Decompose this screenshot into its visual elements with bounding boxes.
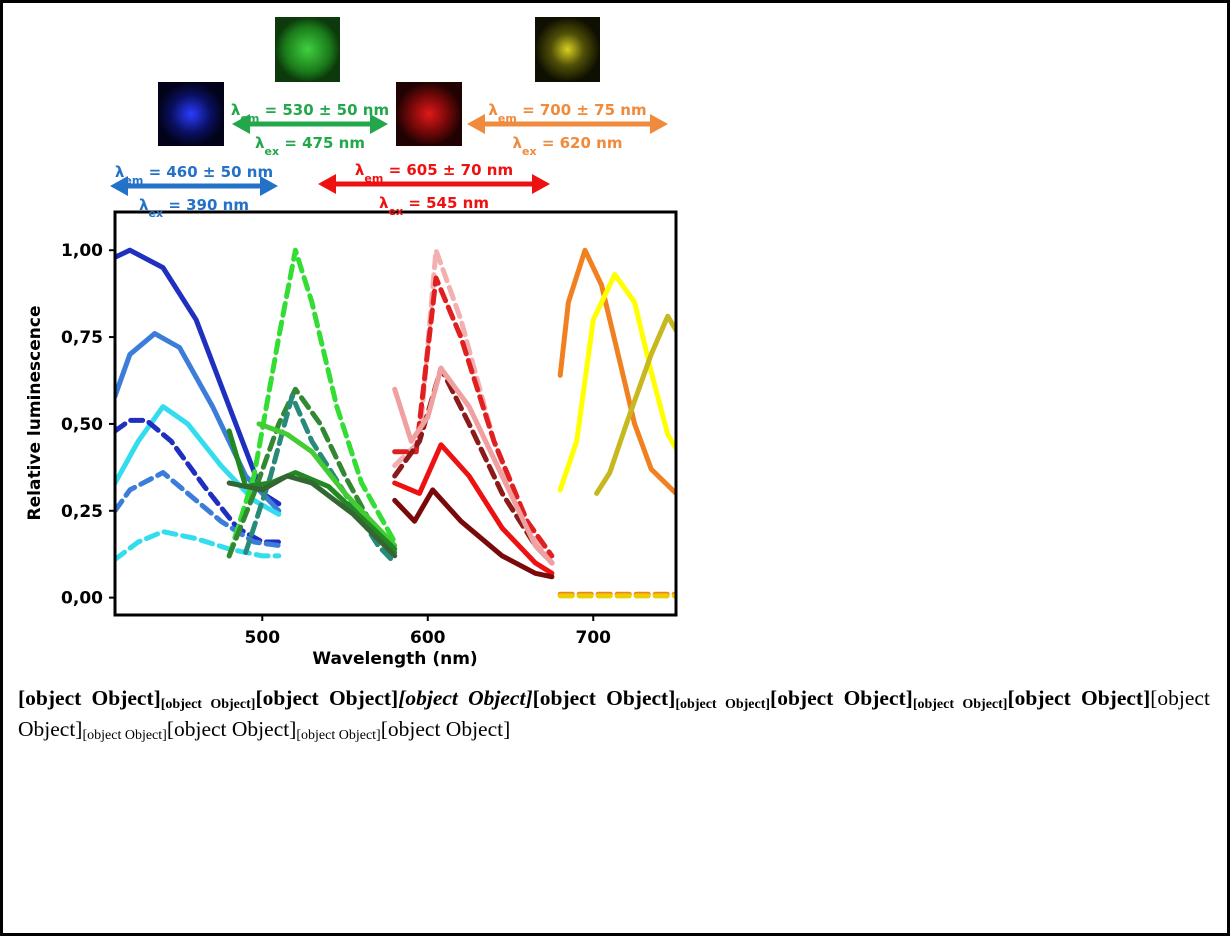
annotation-label: λem = 605 ± 70 nm [355,161,513,185]
annotation-label: λem = 530 ± 50 nm [231,101,389,125]
y-tick-label: 0,25 [61,502,103,522]
series-line [392,365,555,566]
series-line [115,404,282,517]
annotation-part: em [498,112,517,125]
x-tick-label: 500 [245,628,281,648]
annotation-part: λ [488,101,498,119]
annotation-part: λ [231,101,241,119]
y-tick-label: 0,00 [61,589,103,609]
arrow-head [232,114,250,134]
series-line [226,473,398,559]
series-line [115,417,282,545]
series-line [392,275,555,559]
series-line [392,487,555,580]
annotation-part: ex [522,145,537,158]
series-line [226,247,398,559]
series-line [392,442,555,576]
y-tick-label: 1,00 [61,241,103,261]
x-tick-label: 600 [410,628,446,648]
series-line [557,272,676,493]
series-line [594,313,676,496]
annotation-label: λex = 620 nm [513,134,623,158]
annotation-part: λ [379,194,389,212]
annotation-label: λem = 700 ± 75 nm [488,101,646,125]
caption-run: [object Object] [1007,686,1151,710]
y-axis-label: Relative luminescence [25,306,45,521]
caption-run: [object Object] [532,686,676,710]
caption-run: [object Object] [255,686,399,710]
annotation-part: λ [255,134,265,152]
y-tick-label: 0,50 [61,415,103,435]
annotation-label: λem = 460 ± 50 nm [115,163,273,187]
caption-run: [object Object] [296,728,381,743]
caption-run: [object Object] [675,697,771,712]
arrow-head [260,176,278,196]
annotation-label: λex = 390 nm [139,196,249,220]
series-line [256,421,398,548]
x-axis-label: Wavelength (nm) [312,649,477,669]
caption-run: [object Object] [160,697,256,712]
series-line [392,365,555,566]
annotation-part: λ [139,196,149,214]
series-line [115,331,282,514]
series-line [115,470,282,548]
micrograph [396,82,462,146]
caption-run: [object Object] [18,686,161,710]
annotation-part: ex [389,205,404,218]
arrow-head [370,114,388,134]
annotation-part: λ [115,163,125,181]
caption-run: [object Object] [380,717,511,741]
annotation-label: λex = 475 nm [255,134,365,158]
annotation-part: em [364,172,383,185]
chart: Wavelength (nm) Relative luminescence 0,… [25,17,678,669]
micrograph [535,17,600,82]
caption-run: [object Object] [770,686,913,710]
caption-run: [object Object] [166,717,297,741]
annotation-part: = 475 nm [279,134,365,152]
caption-run: [object Object] [82,728,167,743]
arrow-head [467,114,485,134]
arrow-head [532,174,550,194]
annotation-part: = 620 nm [537,134,623,152]
figure-caption: [object Object][object Object][object Ob… [18,683,1210,745]
series-line [115,529,282,562]
x-tick-label: 700 [576,628,612,648]
annotation-part: em [124,174,143,187]
annotation-part: = 390 nm [163,196,249,214]
series-line [557,247,676,496]
annotation-part: = 460 ± 50 nm [143,163,273,181]
annotation-part: λ [355,161,365,179]
arrow-head [650,114,668,134]
y-tick-label: 0,75 [61,328,103,348]
annotation-part: = 545 nm [403,194,489,212]
caption-run: [object Object] [18,686,1210,741]
annotation-part: = 605 ± 70 nm [383,161,513,179]
annotation-label: λex = 545 nm [379,194,489,218]
annotation-part: em [240,112,259,125]
caption-run: [object Object] [912,697,1008,712]
annotation-part: λ [513,134,523,152]
annotation-part: = 700 ± 75 nm [517,101,647,119]
caption-run: [object Object] [398,686,533,710]
annotation-part: ex [149,207,164,220]
plot-frame [113,210,678,617]
micrograph [158,82,224,146]
arrow-head [318,174,336,194]
arrow-head [110,176,128,196]
micrograph [275,17,340,82]
series-line [243,393,398,566]
annotation-part: ex [265,145,280,158]
annotation-part: = 530 ± 50 nm [259,101,389,119]
